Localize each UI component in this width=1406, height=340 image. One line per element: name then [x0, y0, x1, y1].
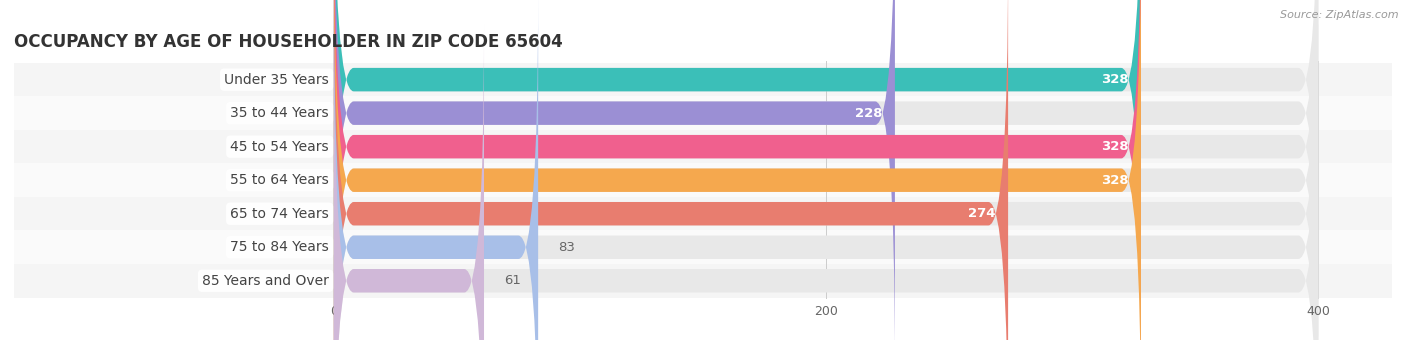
Text: 55 to 64 Years: 55 to 64 Years: [231, 173, 329, 187]
FancyBboxPatch shape: [335, 24, 484, 340]
FancyBboxPatch shape: [335, 0, 1319, 340]
Text: 83: 83: [558, 241, 575, 254]
Text: 75 to 84 Years: 75 to 84 Years: [231, 240, 329, 254]
Bar: [14, 63, 1392, 97]
Bar: [14, 97, 1392, 130]
FancyBboxPatch shape: [335, 0, 1319, 340]
FancyBboxPatch shape: [335, 0, 1142, 340]
FancyBboxPatch shape: [335, 0, 1319, 340]
Text: 35 to 44 Years: 35 to 44 Years: [231, 106, 329, 120]
Text: Source: ZipAtlas.com: Source: ZipAtlas.com: [1281, 10, 1399, 20]
Bar: [14, 264, 1392, 298]
FancyBboxPatch shape: [335, 0, 1008, 340]
Text: OCCUPANCY BY AGE OF HOUSEHOLDER IN ZIP CODE 65604: OCCUPANCY BY AGE OF HOUSEHOLDER IN ZIP C…: [14, 33, 562, 51]
FancyBboxPatch shape: [335, 0, 1142, 336]
Text: 328: 328: [1101, 73, 1129, 86]
Text: 274: 274: [969, 207, 995, 220]
FancyBboxPatch shape: [335, 24, 1319, 340]
Text: 61: 61: [503, 274, 520, 287]
Text: 85 Years and Over: 85 Years and Over: [202, 274, 329, 288]
FancyBboxPatch shape: [335, 0, 538, 340]
Text: 328: 328: [1101, 140, 1129, 153]
FancyBboxPatch shape: [335, 0, 1319, 336]
Text: Under 35 Years: Under 35 Years: [224, 73, 329, 87]
FancyBboxPatch shape: [335, 0, 896, 340]
FancyBboxPatch shape: [335, 0, 1319, 340]
FancyBboxPatch shape: [335, 0, 1319, 340]
Bar: [14, 130, 1392, 164]
Bar: [14, 164, 1392, 197]
FancyBboxPatch shape: [335, 0, 1142, 340]
Bar: [14, 197, 1392, 231]
Text: 45 to 54 Years: 45 to 54 Years: [231, 140, 329, 154]
Bar: [14, 231, 1392, 264]
Text: 328: 328: [1101, 174, 1129, 187]
Text: 65 to 74 Years: 65 to 74 Years: [231, 207, 329, 221]
Text: 228: 228: [855, 107, 883, 120]
